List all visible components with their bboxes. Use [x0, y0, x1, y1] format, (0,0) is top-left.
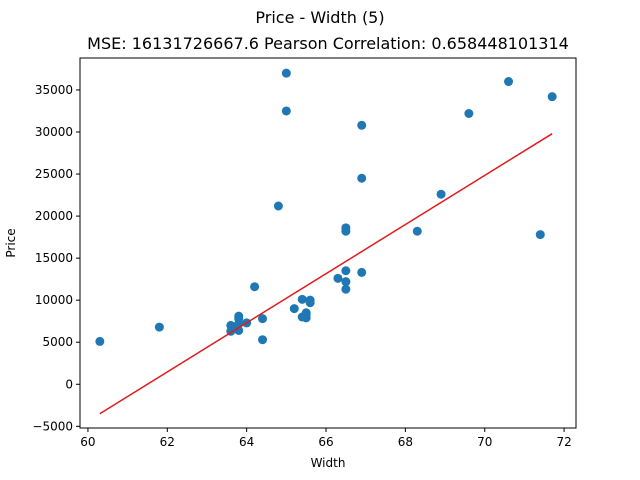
data-point-26: [341, 226, 351, 236]
x-axis: 60 62 64 66 68 70 72: [80, 428, 572, 449]
data-point-29: [341, 284, 351, 294]
x-tick-label-68: 68: [398, 435, 413, 449]
y-tick-label-35000: 35000: [35, 83, 73, 97]
data-point-17: [297, 294, 307, 304]
data-point-14: [281, 68, 291, 78]
x-tick-label-72: 72: [556, 435, 571, 449]
data-point-16: [289, 304, 299, 314]
y-axis-label: Price: [4, 228, 18, 257]
data-point-13: [273, 201, 283, 211]
data-point-37: [535, 230, 545, 240]
y-tick-label-10000: 10000: [35, 293, 73, 307]
y-tick-label-25000: 25000: [35, 167, 73, 181]
data-point-28: [341, 277, 351, 287]
y-tick-label-0: 0: [65, 377, 73, 391]
data-point-30: [357, 120, 367, 130]
data-point-38: [547, 92, 557, 102]
data-point-34: [436, 189, 446, 199]
chart-title: Price - Width (5): [255, 8, 384, 27]
chart-subtitle: MSE: 16131726667.6 Pearson Correlation: …: [87, 34, 569, 53]
data-point-27: [341, 266, 351, 276]
y-tick-label-15000: 15000: [35, 251, 73, 265]
data-point-15: [281, 106, 291, 116]
plot-area: [95, 68, 557, 415]
data-point-21: [301, 308, 311, 318]
data-point-10: [250, 282, 260, 292]
data-point-0: [95, 336, 105, 346]
data-point-24: [333, 273, 343, 283]
y-tick-label--5000: −5000: [32, 419, 73, 433]
data-point-12: [258, 314, 268, 324]
y-tick-label-20000: 20000: [35, 209, 73, 223]
x-tick-label-66: 66: [318, 435, 333, 449]
data-point-32: [357, 267, 367, 277]
data-point-8: [234, 311, 244, 321]
x-axis-label: Width: [311, 456, 346, 470]
x-tick-label-60: 60: [80, 435, 95, 449]
data-point-11: [258, 335, 268, 345]
x-tick-label-62: 62: [160, 435, 175, 449]
data-point-1: [154, 322, 164, 332]
y-axis: −5000 0 5000 10000 15000 20000 25000 30000 35000: [32, 83, 80, 433]
data-point-23: [305, 295, 315, 305]
plot-frame: [79, 57, 577, 429]
y-tick-label-5000: 5000: [42, 335, 73, 349]
x-tick-label-64: 64: [239, 435, 254, 449]
data-point-35: [464, 109, 474, 118]
y-tick-label-30000: 30000: [35, 125, 73, 139]
data-point-33: [412, 226, 422, 236]
x-tick-label-70: 70: [477, 435, 492, 449]
data-point-5: [234, 325, 244, 335]
data-point-31: [357, 173, 367, 183]
regression-line: [99, 133, 553, 415]
data-point-36: [504, 77, 514, 87]
